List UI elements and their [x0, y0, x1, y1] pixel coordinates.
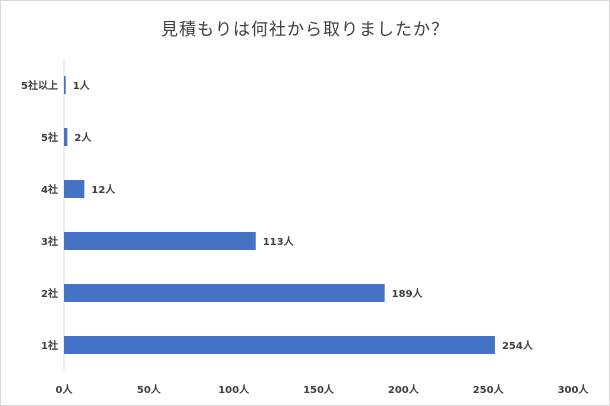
data-label: 1人 — [73, 79, 91, 92]
data-label: 254人 — [502, 339, 534, 352]
x-tick-label: 100人 — [218, 383, 250, 396]
category-label: 5社以上 — [21, 79, 58, 92]
category-label: 5社 — [41, 131, 58, 144]
data-label: 12人 — [91, 183, 116, 196]
x-tick-label: 0人 — [56, 383, 74, 396]
x-tick-label: 300人 — [558, 383, 590, 396]
bar-2社 — [64, 284, 385, 302]
category-label: 2社 — [41, 287, 58, 300]
bar-4社 — [64, 180, 85, 198]
x-tick-label: 50人 — [137, 383, 162, 396]
x-tick-label: 150人 — [303, 383, 335, 396]
category-label: 4社 — [41, 183, 58, 196]
data-label: 189人 — [392, 287, 424, 300]
bar-5社 — [64, 128, 68, 146]
chart-title: 見積もりは何社から取りましたか？ — [161, 20, 449, 40]
category-label: 3社 — [41, 235, 58, 248]
x-tick-label: 200人 — [388, 383, 420, 396]
data-label: 2人 — [74, 131, 92, 144]
bar-1社 — [64, 336, 495, 354]
category-label: 1社 — [41, 339, 58, 352]
bar-5社以上 — [64, 76, 66, 94]
bar-3社 — [64, 232, 256, 250]
x-tick-label: 250人 — [473, 383, 505, 396]
data-label: 113人 — [263, 235, 295, 248]
